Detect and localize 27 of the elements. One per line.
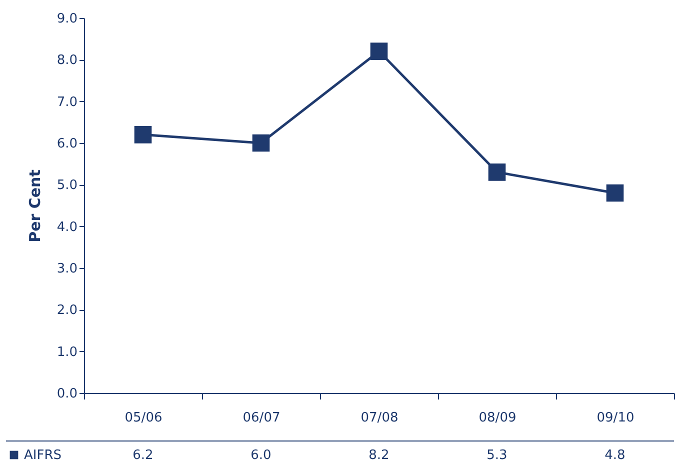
y-tick-label: 1.0 (56, 344, 78, 360)
point (370, 42, 388, 60)
x-tick-label: 07/08 (360, 410, 398, 426)
x-tick-label: 05/06 (124, 410, 162, 426)
data-label: 5.3 (486, 448, 508, 463)
y-tick-label: 8.0 (56, 53, 78, 68)
legend-label: AIFRS (24, 448, 62, 463)
data-label: 6.2 (132, 448, 154, 463)
data-label: 8.2 (368, 448, 390, 463)
data-label: 6.0 (250, 448, 272, 463)
y-tick-label: 3.0 (56, 262, 78, 276)
y-tick-label: 2.0 (56, 303, 78, 318)
point (606, 184, 624, 202)
data-label: 4.8 (604, 448, 626, 463)
point (134, 126, 152, 144)
x-tick-label: 06/07 (242, 410, 280, 426)
y-axis-title: Per Cent (26, 170, 44, 242)
point (252, 134, 270, 152)
y-tick-label: 7.0 (56, 94, 78, 110)
y-tick-label: 6.0 (56, 136, 78, 152)
y-tick-label: 9.0 (56, 12, 78, 26)
x-tick-label: 08/09 (478, 410, 516, 426)
x-tick-label: 09/10 (596, 410, 634, 426)
y-tick-label: 4.0 (56, 220, 78, 235)
point (488, 164, 506, 181)
y-tick-label: 0.0 (56, 386, 78, 402)
y-tick-label: 5.0 (56, 178, 78, 194)
